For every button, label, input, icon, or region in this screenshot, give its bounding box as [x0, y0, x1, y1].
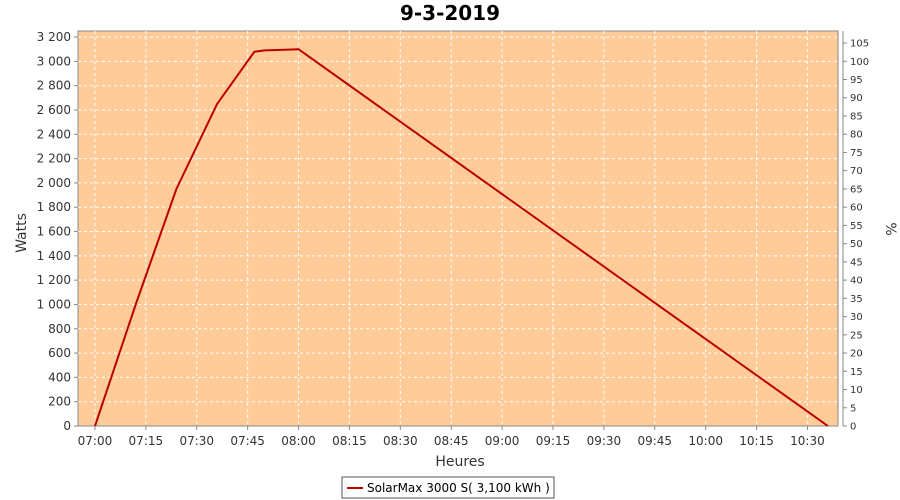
- y2-tick-label: 65: [850, 184, 863, 195]
- y-tick-label: 2 800: [37, 79, 71, 93]
- x-tick-label: 09:30: [587, 434, 622, 448]
- y-tick-label: 3 000: [37, 54, 71, 68]
- y-tick-label: 1 800: [37, 200, 71, 214]
- y-tick-label: 2 600: [37, 103, 71, 117]
- series-group: [94, 48, 829, 427]
- right-y-axis: 0 5 10 15 20 25 30 35 40 45 50 55 60 65 70 75 80 85 90 95 10…: [842, 31, 869, 433]
- y2-tick-label: 105: [850, 39, 869, 50]
- plot-area: [77, 30, 839, 427]
- y2-tick-label: 60: [850, 203, 863, 214]
- y-tick-label: 600: [48, 346, 71, 360]
- y-tick-label: 400: [48, 370, 71, 384]
- legend: SolarMax 3000 S( 3,100 kWh ): [341, 476, 555, 499]
- y2-tick-label: 90: [850, 93, 863, 104]
- y-tick-label: 1 200: [37, 273, 71, 287]
- x-tick-label: 07:45: [230, 434, 265, 448]
- y2-tick-label: 0: [850, 422, 856, 433]
- y2-tick-label: 75: [850, 148, 863, 159]
- series-line: [94, 48, 829, 427]
- chart-title: 9-3-2019: [400, 1, 500, 25]
- x-tick-label: 10:00: [688, 434, 723, 448]
- y-tick-label: 1 000: [37, 297, 71, 311]
- y2-tick-label: 95: [850, 75, 863, 86]
- x-tick-label: 07:00: [78, 434, 113, 448]
- right-y-axis-label: %: [882, 222, 898, 235]
- y-tick-label: 200: [48, 395, 71, 409]
- y-tick-label: 800: [48, 322, 71, 336]
- y2-tick-label: 70: [850, 166, 863, 177]
- x-axis-label: Heures: [435, 454, 484, 470]
- x-tick-label: 09:15: [536, 434, 571, 448]
- y-tick-label: 3 200: [37, 30, 71, 44]
- y2-tick-label: 20: [850, 349, 863, 360]
- x-tick-label: 10:30: [790, 434, 825, 448]
- x-tick-label: 10:15: [739, 434, 774, 448]
- y2-tick-label: 35: [850, 294, 863, 305]
- y2-tick-label: 100: [850, 57, 869, 68]
- x-tick-label: 08:30: [383, 434, 418, 448]
- y-axis-label: Watts: [14, 213, 30, 253]
- x-tick-label: 08:45: [434, 434, 469, 448]
- y-tick-label: 0: [63, 419, 71, 433]
- y2-tick-label: 30: [850, 312, 863, 323]
- legend-label: SolarMax 3000 S( 3,100 kWh ): [367, 481, 550, 495]
- y2-tick-label: 55: [850, 221, 863, 232]
- grid: [78, 31, 838, 426]
- x-tick-label: 07:30: [179, 434, 214, 448]
- x-tick-label: 08:00: [281, 434, 316, 448]
- left-y-axis: 0 200 400 600 800 1 000 1 200 1 400 1 600 1 800 2 …: [37, 30, 78, 433]
- legend-box: [341, 476, 555, 499]
- x-tick-label: 09:45: [637, 434, 672, 448]
- y2-tick-label: 25: [850, 330, 863, 341]
- y2-tick-label: 45: [850, 257, 863, 268]
- y2-tick-label: 40: [850, 276, 863, 287]
- y-tick-label: 1 400: [37, 249, 71, 263]
- y2-tick-label: 50: [850, 239, 863, 250]
- y-tick-label: 2 400: [37, 127, 71, 141]
- y2-tick-label: 80: [850, 130, 863, 141]
- x-axis: 07:00 07:15 07:30 07:45 08:00 08:15 08:30 08:45…: [78, 426, 825, 448]
- x-tick-label: 07:15: [129, 434, 164, 448]
- y-tick-label: 2 000: [37, 176, 71, 190]
- y2-tick-label: 10: [850, 385, 863, 396]
- y2-tick-label: 15: [850, 367, 863, 378]
- y2-tick-label: 5: [850, 403, 856, 414]
- x-tick-label: 09:00: [485, 434, 520, 448]
- y2-tick-label: 85: [850, 111, 863, 122]
- y-tick-label: 1 600: [37, 225, 71, 239]
- y-tick-label: 2 200: [37, 152, 71, 166]
- x-tick-label: 08:15: [332, 434, 367, 448]
